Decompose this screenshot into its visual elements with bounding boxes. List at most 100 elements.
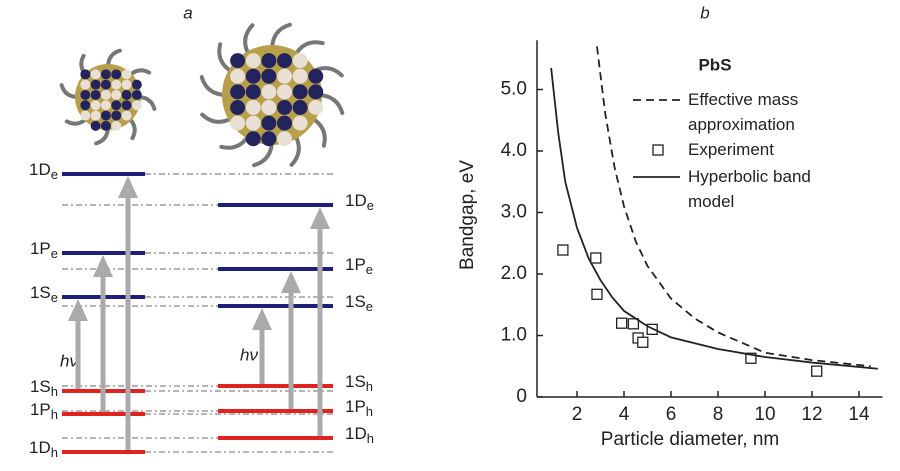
atom [131, 89, 142, 100]
atom [80, 100, 91, 111]
atom [245, 68, 261, 84]
nanoparticle [199, 22, 345, 168]
atom [90, 89, 101, 100]
x-tick-label: 8 [713, 404, 724, 425]
level-sub: e [51, 290, 58, 305]
atom [261, 115, 277, 131]
level-main: 1P [345, 255, 366, 274]
level-sub: e [366, 299, 373, 314]
level-main: 1D [29, 160, 51, 179]
atom [121, 100, 132, 111]
atom [292, 84, 308, 100]
data-point [591, 288, 603, 300]
atom [277, 131, 292, 147]
atom [292, 68, 308, 84]
arrow-head [68, 299, 88, 321]
atom [308, 100, 324, 115]
atom [261, 131, 277, 147]
level-label: 1Pe [30, 239, 58, 261]
line-series [596, 46, 871, 368]
atom [90, 69, 101, 80]
atom [100, 100, 111, 111]
arrow-head [310, 207, 330, 229]
level-label: 1Sh [345, 372, 373, 394]
data-point [637, 336, 649, 348]
level-label: 1Se [345, 292, 373, 314]
data-point [590, 252, 602, 264]
level-sub: e [51, 246, 58, 261]
level-label: 1Ph [345, 397, 373, 419]
photon-label: hν [60, 351, 78, 370]
level-main: 1D [29, 438, 51, 457]
level-main: 1D [345, 191, 367, 210]
atom [111, 89, 122, 100]
atom [292, 115, 308, 131]
atom [245, 115, 261, 131]
atom [100, 120, 111, 131]
level-sub: e [367, 198, 374, 213]
atom [111, 120, 122, 131]
atom [277, 53, 292, 69]
atom [80, 110, 91, 121]
atom [121, 69, 132, 80]
x-tick-label: 14 [848, 404, 870, 425]
panel-label: a [183, 3, 192, 22]
level-label: 1Se [30, 283, 58, 305]
atom [111, 79, 122, 90]
level-label: 1Pe [345, 255, 373, 277]
y-tick-label: 3.0 [501, 202, 527, 223]
level-label: 1De [29, 160, 58, 182]
atom [100, 89, 111, 100]
y-tick-label: 5.0 [501, 79, 527, 100]
nanoparticle [59, 48, 157, 146]
atom [121, 110, 132, 121]
x-tick-label: 10 [754, 404, 775, 425]
atom [245, 53, 261, 69]
atom [90, 79, 101, 90]
atom [230, 115, 246, 131]
atom [100, 79, 111, 90]
atom [90, 110, 101, 121]
level-label: 1Dh [345, 424, 374, 446]
level-main: 1S [30, 377, 51, 396]
level-main: 1P [30, 239, 51, 258]
atom [261, 84, 277, 100]
x-tick-label: 4 [619, 404, 630, 425]
level-sub: h [51, 445, 58, 460]
level-label: 1Sh [30, 377, 58, 399]
level-main: 1S [30, 283, 51, 302]
atom [308, 84, 324, 100]
data-point [627, 318, 640, 330]
atom [90, 120, 101, 131]
legend-marker [652, 144, 664, 156]
level-sub: h [366, 379, 373, 394]
atom [80, 69, 91, 80]
atom [230, 68, 246, 84]
level-sub: h [367, 431, 374, 446]
panel-label: b [700, 3, 709, 22]
atom [292, 100, 308, 115]
atom [111, 110, 122, 121]
data-point [811, 365, 823, 377]
atom [131, 79, 142, 90]
y-tick-label: 1.0 [501, 325, 527, 346]
atom [261, 68, 277, 84]
line-series [550, 67, 878, 370]
level-main: 1S [345, 292, 366, 311]
photon-label: hν [240, 345, 258, 364]
y-axis-label: Bandgap, eV [457, 160, 478, 270]
level-main: 1S [345, 372, 366, 391]
legend-title: PbS [698, 55, 731, 74]
y-tick-label: 0 [516, 386, 527, 407]
legend-label: Effective mass approximation [688, 90, 799, 134]
data-point [745, 352, 757, 364]
x-tick-label: 2 [572, 404, 583, 425]
data-point [616, 317, 628, 329]
atom [230, 53, 246, 69]
atom [277, 84, 292, 100]
atom [100, 69, 111, 80]
atom [245, 131, 261, 147]
x-tick-label: 12 [801, 404, 822, 425]
arrow-head [93, 255, 113, 277]
